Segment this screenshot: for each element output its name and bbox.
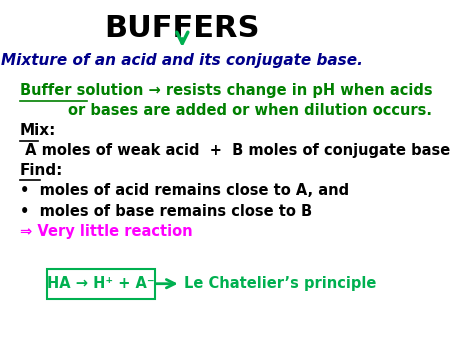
FancyBboxPatch shape bbox=[47, 269, 155, 299]
Text: A moles of weak acid  +  B moles of conjugate base: A moles of weak acid + B moles of conjug… bbox=[20, 143, 450, 158]
Text: Le Chatelier’s principle: Le Chatelier’s principle bbox=[184, 276, 376, 291]
Text: Mix:: Mix: bbox=[20, 123, 56, 139]
Text: Find:: Find: bbox=[20, 163, 63, 178]
Text: HA → H⁺ + A⁻: HA → H⁺ + A⁻ bbox=[47, 276, 155, 291]
Text: •  moles of acid remains close to A, and: • moles of acid remains close to A, and bbox=[20, 183, 349, 198]
Text: •  moles of base remains close to B: • moles of base remains close to B bbox=[20, 204, 312, 219]
Text: or bases are added or when dilution occurs.: or bases are added or when dilution occu… bbox=[68, 102, 432, 118]
Text: Mixture of an acid and its conjugate base.: Mixture of an acid and its conjugate bas… bbox=[1, 53, 363, 68]
Text: BUFFERS: BUFFERS bbox=[104, 15, 260, 43]
Text: Buffer solution → resists change in pH when acids: Buffer solution → resists change in pH w… bbox=[20, 82, 432, 98]
Text: ⇒ Very little reaction: ⇒ Very little reaction bbox=[20, 224, 192, 239]
